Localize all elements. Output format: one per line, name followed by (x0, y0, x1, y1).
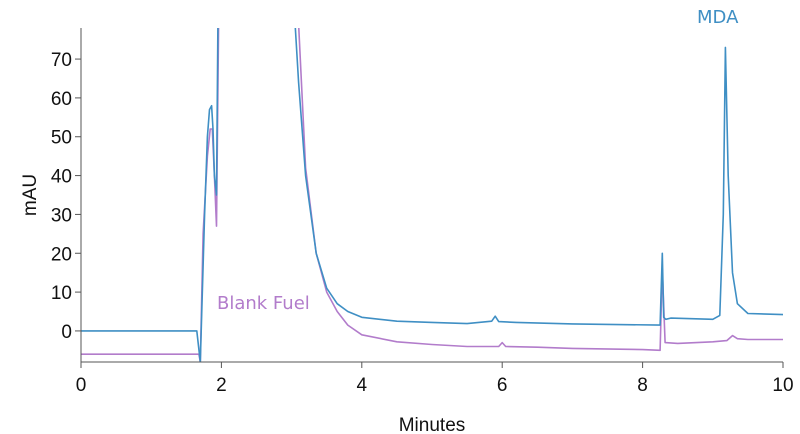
tick-layer: 0 2 4 6 8 10 0 10 20 30 40 50 60 70 (51, 50, 794, 396)
mda-annotation: MDA (697, 7, 739, 28)
x-tick-label: 10 (772, 375, 793, 396)
x-tick-label: 8 (637, 375, 648, 396)
blank-fuel-annotation: Blank Fuel (217, 293, 310, 314)
y-tick-label: 0 (61, 322, 72, 343)
y-tick-label: 70 (51, 50, 72, 71)
y-tick-label: 40 (51, 167, 72, 188)
y-axis-title: mAU (20, 174, 41, 216)
x-axis-title: Minutes (399, 415, 466, 434)
y-tick-label: 10 (51, 283, 72, 304)
x-tick-label: 0 (76, 375, 87, 396)
series-line-blank-fuel (81, 28, 783, 362)
series-layer (81, 28, 783, 362)
x-tick-label: 6 (497, 375, 508, 396)
x-tick-label: 2 (216, 375, 227, 396)
y-tick-label: 50 (51, 128, 72, 149)
series-line-mda (81, 28, 783, 362)
y-tick-label: 60 (51, 89, 72, 110)
x-tick-label: 4 (357, 375, 368, 396)
y-tick-label: 20 (51, 244, 72, 265)
y-tick-label: 30 (51, 205, 72, 226)
